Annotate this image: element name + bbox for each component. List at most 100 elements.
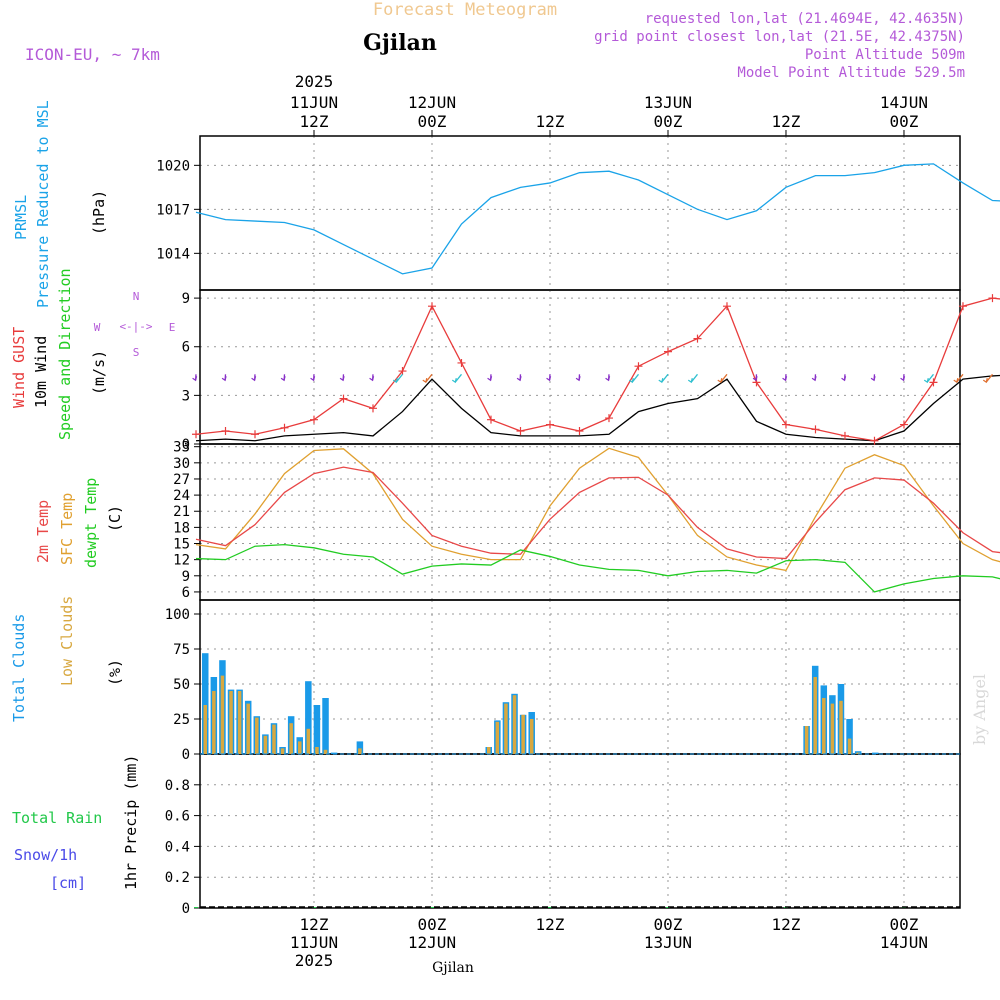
precip-bar	[429, 907, 434, 908]
precip-axis-label: 1hr Precip (mm)	[122, 755, 140, 890]
gust-marker	[634, 362, 643, 371]
precip-bar	[547, 907, 552, 908]
requested-coords: requested lon,lat (21.4694E, 42.4635N)	[645, 11, 965, 27]
wind-dir-arrowhead	[310, 376, 316, 382]
cloud-bar-low	[512, 695, 517, 754]
panel-pressure: 1020 1017 1014	[156, 135, 961, 291]
cloud-bar-low	[237, 691, 242, 754]
cloud-bar-low	[289, 723, 293, 754]
wind-dir-arrowhead	[451, 377, 457, 384]
model-altitude: Model Point Altitude 529.5m	[737, 65, 965, 81]
dewpt-line	[195, 543, 1000, 593]
cloud-bar-low	[813, 677, 817, 754]
ytick-label-wind-1: 6	[182, 340, 190, 356]
gust-marker	[870, 436, 879, 445]
cloud-bar-total	[305, 681, 312, 754]
cloud-bar-low	[323, 749, 328, 754]
cloud-bar-total	[322, 698, 329, 754]
top-time-year-0: 2025	[295, 72, 334, 91]
ytick-label-pressure-1: 1017	[156, 202, 190, 218]
temp-dew-label: dewpt Temp	[82, 478, 100, 568]
gust-marker	[398, 367, 407, 376]
gust-marker	[840, 431, 849, 440]
wind-gust-label: Wind GUST	[10, 327, 28, 408]
gust-marker	[663, 347, 672, 356]
gust-marker	[811, 425, 820, 434]
gust-marker	[929, 378, 938, 387]
bottom-time-hour-5: 00Z	[890, 915, 919, 934]
precip-bar	[665, 907, 670, 908]
top-time-date-5: 14JUN	[880, 93, 928, 112]
ytick-label-temp-0: 33	[173, 440, 190, 456]
wind-dir-arrowhead	[392, 377, 398, 384]
wind-dir-arrowhead	[953, 377, 959, 384]
wind-dir-arrow	[395, 373, 404, 383]
cloud-bar-low	[220, 675, 225, 754]
top-time-hour-5: 00Z	[890, 112, 919, 131]
ytick-label-temp-7: 12	[173, 553, 190, 569]
wind-dir-arrowhead	[516, 376, 522, 382]
gust-marker	[486, 415, 495, 424]
wind-dir-arrowhead	[782, 376, 788, 382]
cloud-bar-low	[822, 698, 826, 754]
compass-east: E	[169, 321, 176, 334]
gust-marker	[604, 414, 613, 423]
wind-dir-arrowhead	[369, 376, 375, 382]
clouds-unit: (%)	[106, 659, 124, 686]
ytick-label-temp-6: 15	[173, 537, 190, 553]
gridpoint-coords: grid point closest lon,lat (21.5E, 42.43…	[594, 29, 965, 45]
wind-dir-arrowhead	[487, 376, 493, 382]
ytick-label-wind-0: 9	[182, 291, 190, 307]
ytick-label-temp-3: 24	[173, 488, 190, 504]
cloud-bar-low	[847, 738, 852, 754]
plot-layer: 1020101710149630333027242118151296100755…	[156, 72, 1000, 970]
clouds-low-label: Low Clouds	[58, 596, 76, 686]
ytick-label-temp-5: 18	[173, 520, 190, 536]
ytick-label-clouds-2: 50	[173, 677, 190, 693]
ytick-label-temp-8: 9	[182, 569, 190, 585]
cloud-bar-low	[521, 714, 525, 754]
ytick-label-clouds-4: 0	[182, 747, 190, 763]
wind-dir-arrowhead	[752, 376, 758, 382]
cloud-bar-low	[504, 703, 508, 754]
wind-compass: N <-|-> W E S	[94, 290, 176, 359]
gust-marker	[310, 415, 318, 424]
cloud-bar-low	[358, 748, 362, 754]
wind-dir-arrowhead	[870, 376, 876, 382]
point-altitude: Point Altitude 509m	[805, 47, 965, 63]
top-time-hour-4: 12Z	[772, 112, 801, 131]
precip-cm-label: [cm]	[50, 874, 86, 892]
temp-2m-line	[195, 466, 1000, 560]
bottom-time-date-3: 13JUN	[644, 933, 692, 952]
cloud-bar-low	[529, 719, 534, 754]
gust-marker	[988, 294, 997, 303]
ytick-label-pressure-0: 1020	[156, 158, 190, 174]
compass-west: W	[94, 321, 101, 334]
bottom-time-hour-4: 12Z	[772, 915, 801, 934]
footer-location: Gjilan	[432, 960, 474, 976]
ytick-label-temp-1: 30	[173, 456, 190, 472]
cloud-bar-low	[830, 703, 835, 754]
bottom-time-date-0: 11JUN	[290, 933, 338, 952]
temp-2m-label: 2m Temp	[34, 500, 52, 563]
pressure-label-1: PRMSL	[12, 195, 30, 240]
wind-dir-arrowhead	[628, 377, 634, 384]
wind-unit: (m/s)	[90, 350, 108, 395]
wind-dir-arrowhead	[192, 376, 198, 382]
sfc-temp-line	[195, 447, 1000, 572]
bottom-time-hour-3: 00Z	[654, 915, 683, 934]
cloud-bar-low	[856, 752, 860, 754]
ytick-label-precip-2: 0.4	[165, 839, 190, 855]
bottom-time-date-5: 14JUN	[880, 933, 928, 952]
wind-dir-arrow	[720, 373, 728, 383]
bottom-time-hour-2: 12Z	[536, 915, 565, 934]
cloud-bar-low	[212, 691, 216, 754]
temp-unit: (C)	[106, 505, 124, 532]
bottom-time-year-0: 2025	[295, 951, 334, 970]
cloud-bar-low	[246, 703, 250, 754]
precip-bar	[194, 907, 199, 908]
gust-marker	[192, 430, 201, 439]
top-time-hour-2: 12Z	[536, 112, 565, 131]
wind-dir-arrow	[690, 373, 698, 383]
